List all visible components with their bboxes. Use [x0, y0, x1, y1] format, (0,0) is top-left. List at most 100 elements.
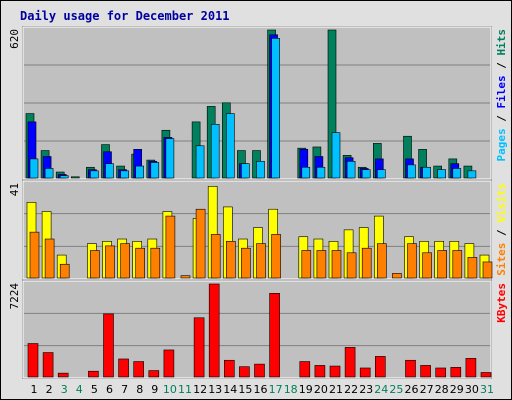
bar-sites-day-6: [105, 245, 115, 279]
legend-hits: Hits: [495, 29, 508, 56]
bar-pages-day-9: [150, 162, 160, 179]
bar-sites-day-28: [437, 250, 448, 279]
legend-kbytes: KBytes: [495, 283, 508, 323]
bar-kbytes-day-13: [208, 283, 220, 378]
bar-kbytes-day-9: [148, 370, 160, 378]
bar-kbytes-day-26: [405, 359, 416, 378]
legend-separator: /: [495, 109, 508, 129]
legend-sites: Sites: [495, 243, 508, 276]
day-label-24: 24: [374, 383, 388, 396]
bar-sites-day-15: [241, 247, 251, 279]
bar-sites-day-7: [120, 243, 130, 279]
bar-kbytes-day-7: [118, 358, 129, 378]
chart-title: Daily usage for December 2011: [20, 9, 230, 23]
bar-kbytes-day-19: [299, 361, 311, 378]
bar-sites-day-2: [44, 238, 55, 279]
bar-kbytes-day-28: [435, 367, 447, 378]
day-label-21: 21: [329, 383, 343, 396]
bar-pages-day-27: [422, 166, 431, 179]
bar-sites-day-21: [331, 250, 342, 279]
bar-pages-day-23: [361, 169, 371, 179]
bar-sites-day-5: [90, 250, 100, 279]
day-label-8: 8: [136, 383, 143, 396]
day-label-17: 17: [269, 383, 283, 396]
bar-pages-day-12: [195, 145, 205, 179]
bar-pages-day-15: [241, 163, 250, 179]
bar-kbytes-day-5: [88, 370, 99, 378]
day-label-6: 6: [106, 383, 113, 396]
bar-sites-day-31: [482, 261, 493, 279]
bar-pages-day-22: [346, 160, 356, 179]
bar-sites-day-29: [452, 250, 463, 279]
day-label-7: 7: [121, 383, 128, 396]
day-label-25: 25: [389, 383, 403, 396]
day-label-31: 31: [480, 383, 494, 396]
bar-pages-day-20: [316, 166, 326, 179]
day-label-2: 2: [46, 383, 53, 396]
bar-sites-day-3: [59, 263, 70, 279]
bar-pages-day-14: [226, 113, 235, 179]
bar-kbytes-day-10: [163, 349, 175, 378]
bar-pages-day-3: [59, 175, 69, 179]
bar-pages-day-5: [90, 170, 99, 179]
panel-2-ymax-label: 41: [8, 183, 21, 196]
day-label-16: 16: [254, 383, 268, 396]
bar-sites-day-9: [150, 247, 161, 279]
bar-kbytes-day-31: [480, 372, 492, 378]
bar-sites-day-22: [346, 252, 357, 279]
bar-sites-day-12: [195, 208, 206, 279]
day-label-18: 18: [284, 383, 298, 396]
bar-sites-day-16: [256, 243, 266, 279]
bar-pages-day-26: [407, 164, 416, 179]
day-label-26: 26: [405, 383, 419, 396]
bar-sites-day-24: [376, 243, 387, 279]
bar-pages-day-13: [210, 123, 220, 179]
bar-pages-day-24: [376, 169, 386, 179]
panel-3-background: [22, 280, 492, 379]
day-label-15: 15: [238, 383, 252, 396]
panel-1-legend: Pages / Files / Hits: [495, 29, 508, 162]
day-label-4: 4: [76, 383, 83, 396]
day-label-10: 10: [163, 383, 177, 396]
bar-kbytes-day-24: [374, 356, 386, 378]
bar-kbytes-day-6: [103, 313, 114, 378]
day-label-20: 20: [314, 383, 328, 396]
day-label-19: 19: [299, 383, 313, 396]
bar-pages-day-2: [44, 168, 54, 179]
bar-sites-day-1: [29, 231, 40, 279]
bar-pages-day-10: [165, 138, 175, 179]
bar-pages-day-21: [331, 132, 341, 179]
day-label-30: 30: [465, 383, 479, 396]
day-label-1: 1: [31, 383, 38, 396]
day-label-9: 9: [151, 383, 158, 396]
bar-kbytes-day-3: [57, 372, 69, 378]
bar-sites-day-30: [467, 257, 478, 279]
bar-pages-day-8: [135, 165, 144, 179]
day-label-13: 13: [208, 383, 222, 396]
bar-sites-day-26: [407, 243, 417, 279]
day-label-11: 11: [178, 383, 192, 396]
bar-pages-day-28: [437, 169, 447, 179]
bar-kbytes-day-12: [193, 317, 205, 378]
bar-pages-day-17: [271, 38, 280, 179]
bar-kbytes-day-21: [329, 365, 341, 378]
bar-sites-day-13: [210, 234, 221, 279]
bar-kbytes-day-23: [359, 367, 371, 378]
bar-kbytes-day-15: [239, 366, 250, 378]
bar-kbytes-day-2: [42, 352, 54, 378]
day-label-28: 28: [435, 383, 449, 396]
panel-3-ymax-label: 7224: [8, 283, 21, 310]
bar-kbytes-day-8: [133, 361, 144, 378]
bar-hits-day-4: [71, 176, 80, 179]
day-label-27: 27: [420, 383, 434, 396]
bar-sites-day-25: [392, 273, 402, 279]
bar-pages-day-16: [256, 160, 265, 179]
bar-sites-day-8: [135, 247, 145, 279]
bar-kbytes-day-30: [465, 358, 477, 378]
bar-kbytes-day-17: [269, 293, 280, 378]
legend-separator: /: [495, 223, 508, 243]
day-label-5: 5: [91, 383, 98, 396]
bar-pages-day-19: [301, 166, 311, 179]
